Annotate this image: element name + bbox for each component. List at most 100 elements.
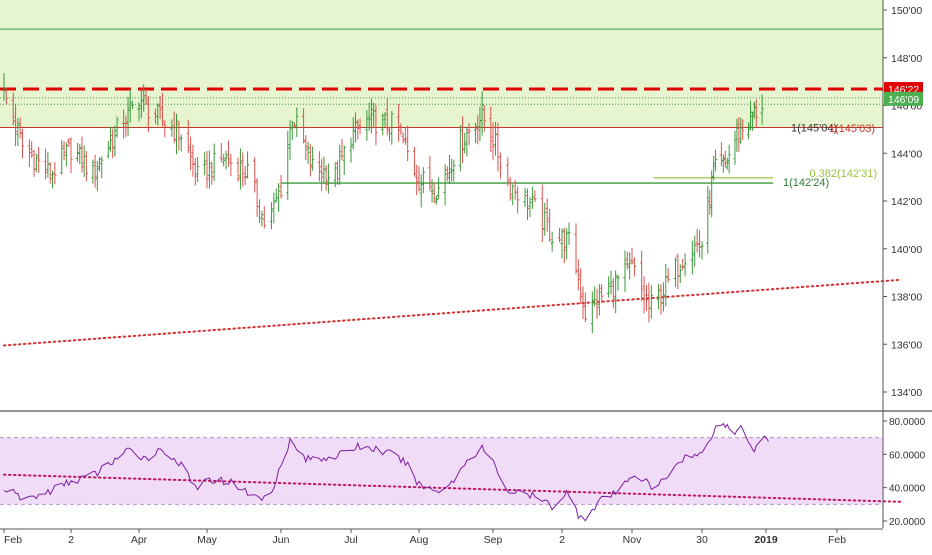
ohlc-bar — [625, 251, 629, 270]
ohlc-bar — [30, 140, 34, 158]
time-axis-label: Sep — [484, 534, 503, 546]
ohlc-bar — [262, 206, 266, 229]
ohlc-bar — [721, 154, 725, 173]
ohlc-bar — [581, 286, 585, 319]
ohlc-bar — [428, 156, 432, 191]
ohlc-bar — [196, 157, 200, 182]
ohlc-bar — [128, 89, 132, 123]
ohlc-bar — [741, 119, 745, 141]
ohlc-bar — [493, 121, 498, 156]
ohlc-bar — [43, 148, 48, 180]
ohlc-bar — [97, 157, 102, 172]
ohlc-bar — [111, 128, 115, 159]
ohlc-bar — [91, 159, 95, 184]
level-annotation: 1(145'03) — [829, 123, 875, 135]
ohlc-bar — [16, 117, 20, 146]
ohlc-bar — [335, 160, 340, 185]
indicator-panel — [0, 422, 902, 522]
ohlc-bar — [67, 138, 71, 147]
ohlc-bar — [498, 152, 502, 179]
ohlc-bar — [351, 117, 355, 150]
ohlc-bar — [349, 137, 353, 163]
ohlc-bar — [205, 151, 209, 189]
ohlc-bar — [523, 188, 527, 207]
ohlc-bar — [516, 186, 520, 214]
ohlc-bar — [245, 151, 250, 179]
ohlc-bar — [272, 192, 276, 224]
price-axis-label: 136'00 — [891, 339, 922, 351]
ohlc-bar — [597, 283, 601, 316]
ohlc-bar — [712, 155, 716, 181]
time-axis-label: 2 — [68, 534, 74, 546]
price-axis-label: 150'00 — [891, 5, 922, 17]
indicator-axis-label: 60.0000 — [889, 450, 926, 461]
ohlc-bar — [381, 113, 385, 136]
ohlc-bar — [269, 202, 274, 230]
ohlc-bar — [75, 143, 80, 162]
ohlc-bar — [567, 222, 571, 245]
ohlc-bar — [306, 141, 310, 165]
ohlc-bar — [342, 145, 346, 175]
ohlc-bar — [737, 117, 741, 152]
ohlc-bar — [174, 113, 179, 155]
ohlc-bar — [229, 153, 233, 177]
ohlc-bar — [113, 125, 117, 157]
ohlc-bar — [430, 179, 434, 203]
ohlc-bar — [403, 127, 407, 145]
ohlc-bar — [193, 157, 197, 186]
ohlc-bar — [713, 149, 718, 172]
ohlc-bar — [642, 276, 646, 314]
ohlc-bar — [137, 102, 141, 122]
ohlc-bar — [530, 186, 535, 209]
time-axis-label: Aug — [410, 534, 429, 546]
ohlc-bar — [286, 130, 290, 200]
ohlc-bar — [700, 241, 704, 260]
ohlc-bar — [644, 285, 649, 311]
price-axis-label: 134'00 — [891, 387, 922, 399]
ohlc-bar — [760, 94, 764, 125]
ohlc-bar — [238, 148, 243, 190]
ohlc-bar — [144, 89, 148, 106]
ohlc-bar — [177, 121, 181, 151]
ohlc-bar — [607, 276, 611, 298]
ohlc-bar — [754, 99, 758, 128]
ohlc-bar — [473, 122, 478, 144]
ohlc-bar — [533, 190, 537, 202]
ohlc-bar — [95, 160, 99, 192]
ohlc-bar — [452, 159, 456, 182]
ohlc-bar — [37, 146, 41, 173]
ohlc-bar — [434, 195, 439, 205]
ohlc-bar — [543, 202, 547, 236]
ohlc-bar — [666, 268, 670, 283]
price-axis-label: 148'00 — [891, 53, 922, 65]
ohlc-bar — [656, 283, 661, 310]
ohlc-bar — [358, 118, 362, 135]
ohlc-bar — [243, 166, 247, 185]
ohlc-bar — [385, 98, 389, 136]
indicator-axis-label: 80.0000 — [889, 417, 926, 428]
ohlc-bar — [156, 103, 160, 126]
ohlc-bar — [661, 282, 665, 312]
ohlc-bar — [27, 139, 32, 168]
price-label: 146'09 — [884, 91, 923, 106]
ohlc-bar — [340, 138, 344, 160]
ohlc-bar — [48, 162, 52, 184]
ohlc-bar — [595, 288, 599, 319]
indicator-series-line — [3, 422, 769, 522]
price-axis-label: 142'00 — [891, 196, 922, 208]
ohlc-bar — [369, 98, 373, 134]
ohlc-bar — [480, 91, 484, 136]
level-annotation: 0.382(142'31) — [809, 168, 877, 180]
ohlc-bar — [476, 115, 480, 145]
ohlc-bar — [628, 252, 632, 280]
ohlc-bar — [301, 108, 306, 144]
ohlc-bar — [326, 163, 331, 194]
ohlc-bar — [681, 258, 685, 271]
ohlc-bar — [241, 152, 245, 187]
ohlc-bar — [727, 144, 731, 174]
ohlc-bar — [482, 105, 486, 132]
ohlc-bar — [746, 122, 751, 140]
ohlc-bar — [260, 210, 264, 227]
